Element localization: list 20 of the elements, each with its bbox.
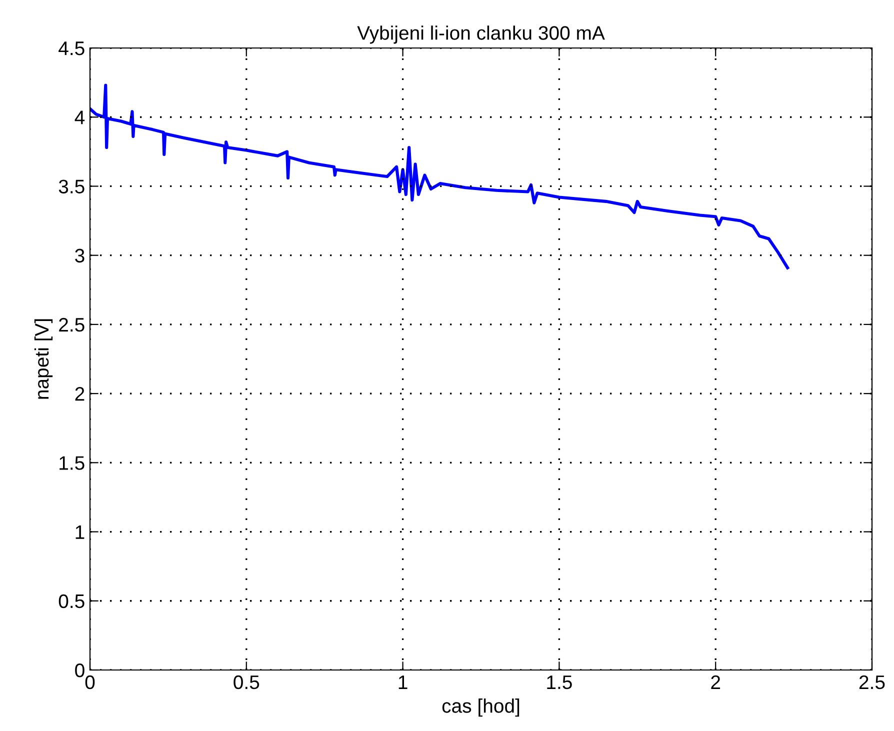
- x-tick-label: 1: [398, 676, 408, 689]
- line-series: [90, 84, 790, 270]
- x-tick-label: 1.5: [547, 676, 572, 690]
- y-tick-label: 3: [75, 248, 84, 263]
- y-axis-title: napeti [V]: [34, 319, 53, 399]
- y-tick-label: 4.5: [58, 42, 84, 56]
- chart-title: Vybijeni li-ion clanku 300 mA: [357, 26, 605, 44]
- y-tick-label: 0: [75, 663, 84, 678]
- x-axis-title: cas [hod]: [442, 698, 520, 717]
- y-tick-label: 2: [75, 387, 84, 401]
- y-tick-label: 2.5: [59, 318, 84, 332]
- y-tick-label: 1: [76, 525, 84, 539]
- y-tick-label: 1.5: [60, 456, 84, 470]
- y-tick-label: 0.5: [58, 594, 84, 608]
- x-tick-label: 0: [85, 675, 95, 690]
- y-tick-label: 4: [74, 110, 85, 124]
- x-tick-label: 2.5: [859, 675, 885, 690]
- x-tick-label: 0.5: [234, 675, 260, 690]
- y-tick-label: 3.5: [58, 180, 84, 194]
- x-tick-label: 2: [711, 675, 720, 689]
